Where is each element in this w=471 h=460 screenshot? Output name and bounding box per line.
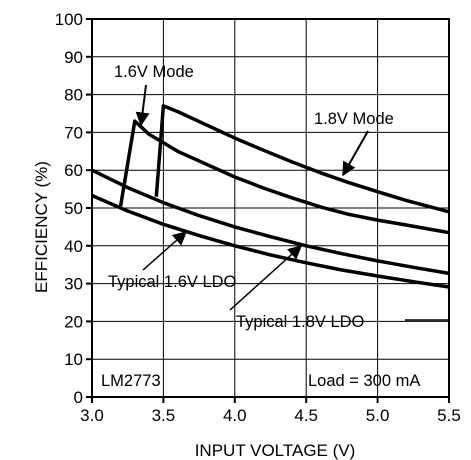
y-tick-label: 70 — [64, 123, 83, 142]
pointer-ldo16 — [171, 231, 188, 246]
x-axis-title: INPUT VOLTAGE (V) — [195, 441, 356, 460]
y-tick-label: 10 — [64, 350, 83, 369]
y-tick-label: 30 — [64, 275, 83, 294]
y-axis-title: EFFICIENCY (%) — [32, 161, 51, 293]
label-part-number: LM2773 — [101, 372, 161, 390]
leader-ldo16 — [142, 239, 178, 271]
leader-ldo18 — [229, 254, 292, 311]
x-tick-label: 5.0 — [366, 406, 390, 425]
x-tick-label: 4.0 — [223, 406, 247, 425]
callout-pointers — [135, 84, 448, 321]
series-1-8v-mode — [154, 104, 450, 214]
pointer-ldo18 — [286, 245, 303, 260]
label-1-8v-mode: 1.8V Mode — [314, 110, 394, 128]
y-tick-label: 90 — [64, 48, 83, 67]
x-tick-label: 4.5 — [294, 406, 318, 425]
y-tick-label: 60 — [64, 161, 83, 180]
y-tick-label: 80 — [64, 86, 83, 105]
series-typical-1-6v-ldo — [91, 193, 450, 289]
label-typical-1-6v-ldo: Typical 1.6V LDO — [108, 273, 237, 291]
pointer-1-8v-mode — [342, 130, 369, 177]
series-typical-1-8v-ldo — [91, 168, 450, 276]
y-tick-label: 50 — [64, 199, 83, 218]
series-lines — [91, 104, 450, 289]
y-tick-label: 20 — [64, 312, 83, 331]
y-tick-label: 0 — [74, 388, 83, 407]
y-tick-label: 40 — [64, 237, 83, 256]
label-1-6v-mode: 1.6V Mode — [114, 63, 194, 81]
axis-ticks: 0 10 20 30 40 50 60 70 80 90 100 3.0 3.5 4.0 4.5 5.0 5.5 — [55, 10, 461, 425]
label-load: Load = 300 mA — [308, 372, 420, 390]
series-1-6v-mode — [118, 119, 450, 235]
y-tick-label: 100 — [55, 10, 83, 29]
x-tick-label: 3.5 — [152, 406, 176, 425]
x-tick-label: 5.5 — [437, 406, 461, 425]
pointer-1-6v-mode — [135, 84, 150, 127]
x-tick-label: 3.0 — [80, 406, 104, 425]
grid-lines — [92, 19, 449, 397]
label-typical-1-8v-ldo: Typical 1.8V LDO — [236, 313, 365, 331]
